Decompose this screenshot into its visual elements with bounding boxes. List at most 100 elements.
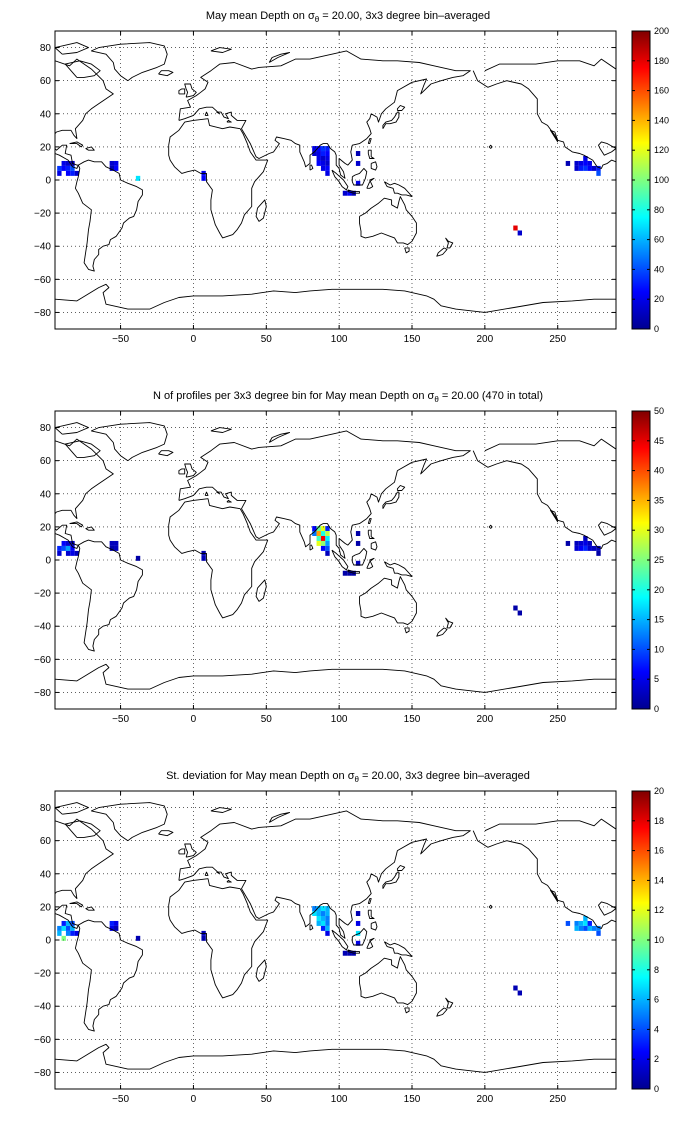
- coastline: [488, 904, 493, 909]
- data-cell: [325, 920, 330, 926]
- data-cell: [565, 540, 571, 546]
- data-cell: [355, 930, 361, 936]
- coastline: [351, 547, 368, 566]
- data-cell: [355, 920, 361, 926]
- coastline: [366, 177, 375, 189]
- coastline: [366, 557, 375, 569]
- x-tick-label: 150: [404, 1094, 421, 1105]
- colorbar-tick-label: 25: [654, 555, 664, 565]
- coastline: [370, 541, 378, 551]
- colorbar-ticks: [632, 790, 650, 1090]
- data-cell: [355, 560, 361, 566]
- coastline: [90, 422, 168, 462]
- data-cell: [596, 925, 601, 931]
- colorbar-tick-label: 10: [654, 935, 664, 945]
- data-cell: [61, 935, 66, 941]
- colorbar: 0 5 10 15 20 25 30 35 40 45 50: [631, 406, 664, 714]
- data-cell: [70, 170, 75, 176]
- data-cell: [135, 555, 141, 561]
- y-tick-label: 0: [45, 936, 51, 947]
- x-tick-label: 250: [549, 1094, 566, 1105]
- x-tick-label: 0: [191, 1094, 197, 1105]
- data-cell: [591, 165, 597, 171]
- data-cell: [109, 165, 115, 171]
- data-cell: [57, 930, 62, 936]
- coastline: [484, 58, 616, 72]
- data-cell: [109, 160, 115, 166]
- colorbar-ticks: [632, 30, 650, 330]
- coastlines: [55, 42, 616, 313]
- panel-title: May mean Depth on σθ = 20.00, 3x3 degree…: [206, 10, 490, 24]
- coastline: [158, 450, 174, 457]
- coastline: [436, 1007, 448, 1017]
- coastline: [268, 432, 291, 443]
- map-plot-area: −50 0 50 100 150 200 250 −80 −60 −40 −20 0 20 40 60 80: [34, 410, 617, 725]
- coastline: [55, 58, 114, 169]
- data-cell: [591, 545, 597, 551]
- coastline: [309, 924, 314, 931]
- colorbar-tick-label: 120: [654, 145, 669, 155]
- coastline: [178, 50, 471, 179]
- colorbar-tick-label: 200: [654, 26, 669, 36]
- data-cell: [114, 540, 119, 546]
- coastline: [366, 937, 375, 949]
- colorbar-tick-label: 180: [654, 56, 669, 66]
- x-tick-label: 200: [477, 334, 494, 345]
- colorbar-tick-label: 60: [654, 235, 664, 245]
- coastline: [309, 164, 314, 171]
- data-cell: [312, 531, 317, 536]
- data-cell: [320, 535, 326, 541]
- coastline: [55, 663, 616, 693]
- colorbar-tick-label: 40: [654, 466, 664, 476]
- data-cell: [109, 545, 115, 551]
- data-cell: [596, 165, 601, 171]
- y-tick-label: 80: [40, 43, 52, 54]
- x-tick-label: 150: [404, 334, 421, 345]
- coastline: [404, 247, 410, 254]
- data-cell: [583, 545, 588, 551]
- colorbar-tick-label: 10: [654, 644, 664, 654]
- data-cell: [574, 545, 579, 551]
- data-cell: [74, 930, 80, 936]
- data-cell: [325, 930, 330, 936]
- coastline: [488, 144, 493, 149]
- y-tick-label: 80: [40, 423, 52, 434]
- colorbar-tick-labels: 0 5 10 15 20 25 30 35 40 45 50: [654, 406, 664, 714]
- data-cell: [61, 920, 66, 926]
- data-cell: [325, 531, 330, 536]
- data-cell: [320, 911, 326, 916]
- coastline: [383, 561, 413, 578]
- coastline: [226, 499, 232, 503]
- x-tick-label: 250: [549, 714, 566, 725]
- colorbar-tick-label: 0: [654, 1084, 659, 1094]
- coastline: [210, 807, 232, 813]
- data-cell: [325, 535, 330, 541]
- y-tick-label: 60: [40, 836, 52, 847]
- colorbar-tick-label: 5: [654, 674, 659, 684]
- data-cell: [201, 555, 206, 561]
- grid-lines: [55, 31, 616, 329]
- data-cell: [513, 225, 518, 231]
- data-cell: [583, 915, 588, 921]
- data-cell: [583, 155, 588, 161]
- data-cell: [320, 906, 326, 912]
- data-cell: [578, 920, 584, 926]
- x-tick-label: 50: [261, 714, 273, 725]
- data-cell: [320, 155, 326, 161]
- coastline: [168, 878, 269, 999]
- y-tick-label: 80: [40, 803, 52, 814]
- data-cell: [355, 531, 361, 536]
- data-cell: [347, 190, 352, 196]
- y-tick-label: 40: [40, 109, 52, 120]
- x-tick-label: 200: [477, 714, 494, 725]
- data-cell: [61, 540, 66, 546]
- coastline: [370, 921, 378, 931]
- data-cell: [574, 540, 579, 546]
- y-tick-label: 0: [45, 176, 51, 187]
- colorbar-tick-label: 0: [654, 704, 659, 714]
- coastline: [351, 167, 368, 186]
- data-cell: [316, 535, 321, 541]
- coastline: [55, 438, 114, 549]
- colorbar-tick-label: 15: [654, 615, 664, 625]
- coastline: [359, 576, 417, 626]
